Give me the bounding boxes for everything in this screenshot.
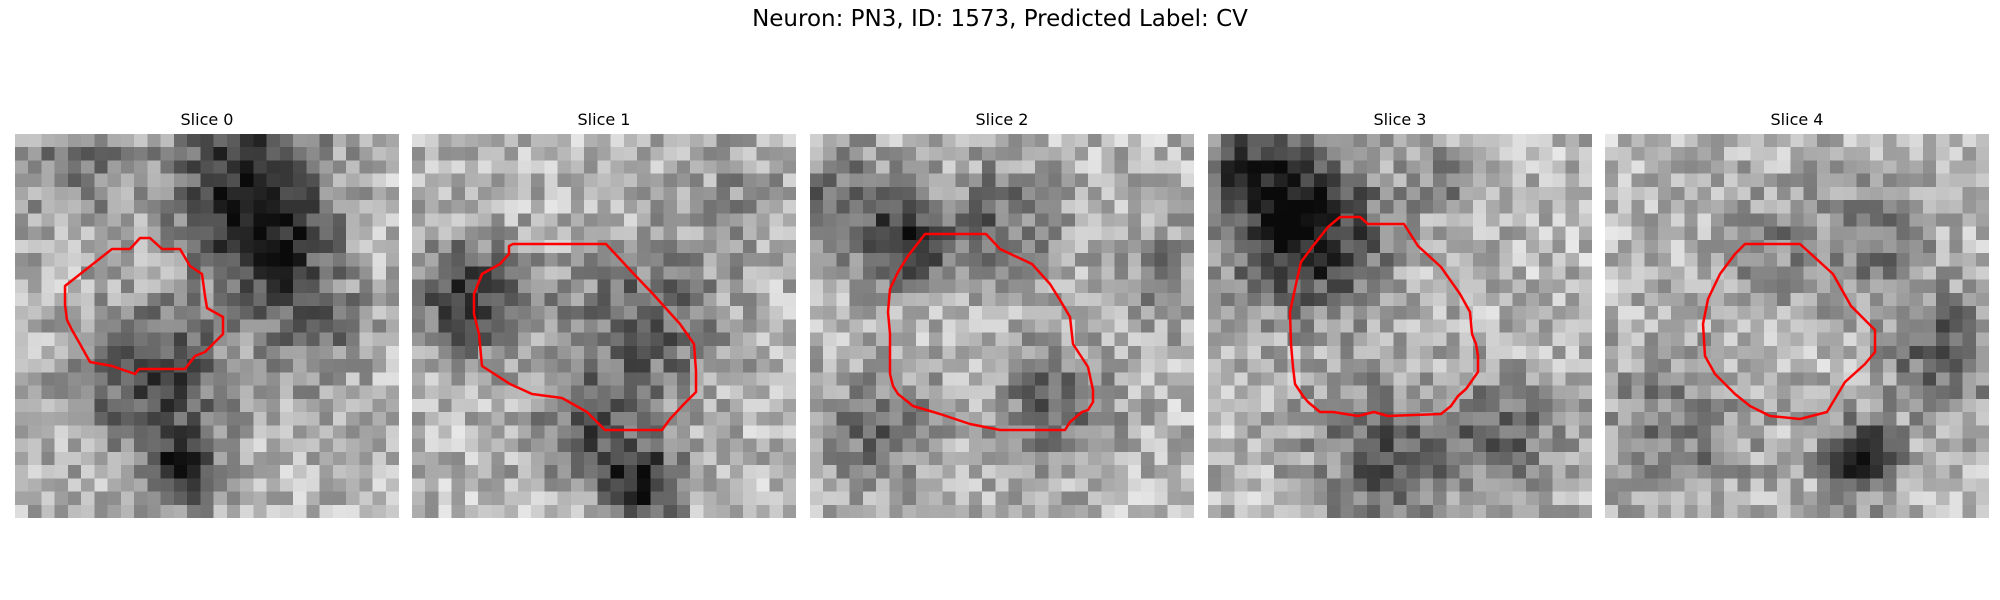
segmentation-contour — [472, 242, 698, 432]
slice-title: Slice 4 — [1770, 110, 1824, 129]
segmentation-contour — [1701, 242, 1877, 421]
slice-title: Slice 0 — [180, 110, 234, 129]
micrograph-image — [1208, 134, 1592, 518]
slice-title: Slice 3 — [1373, 110, 1427, 129]
slice-title: Slice 2 — [975, 110, 1029, 129]
slice-title: Slice 1 — [577, 110, 631, 129]
micrograph-image — [412, 134, 796, 518]
micrograph-image — [1605, 134, 1989, 518]
segmentation-contour — [63, 236, 225, 376]
pixel-grid — [1208, 134, 1592, 518]
pixel-grid — [15, 134, 399, 518]
pixel-grid — [1605, 134, 1989, 518]
micrograph-image — [15, 134, 399, 518]
micrograph-image — [810, 134, 1194, 518]
segmentation-contour — [886, 232, 1095, 432]
figure-title: Neuron: PN3, ID: 1573, Predicted Label: … — [752, 6, 1248, 32]
pixel-grid — [810, 134, 1194, 518]
pixel-grid — [412, 134, 796, 518]
segmentation-contour — [1288, 215, 1480, 418]
